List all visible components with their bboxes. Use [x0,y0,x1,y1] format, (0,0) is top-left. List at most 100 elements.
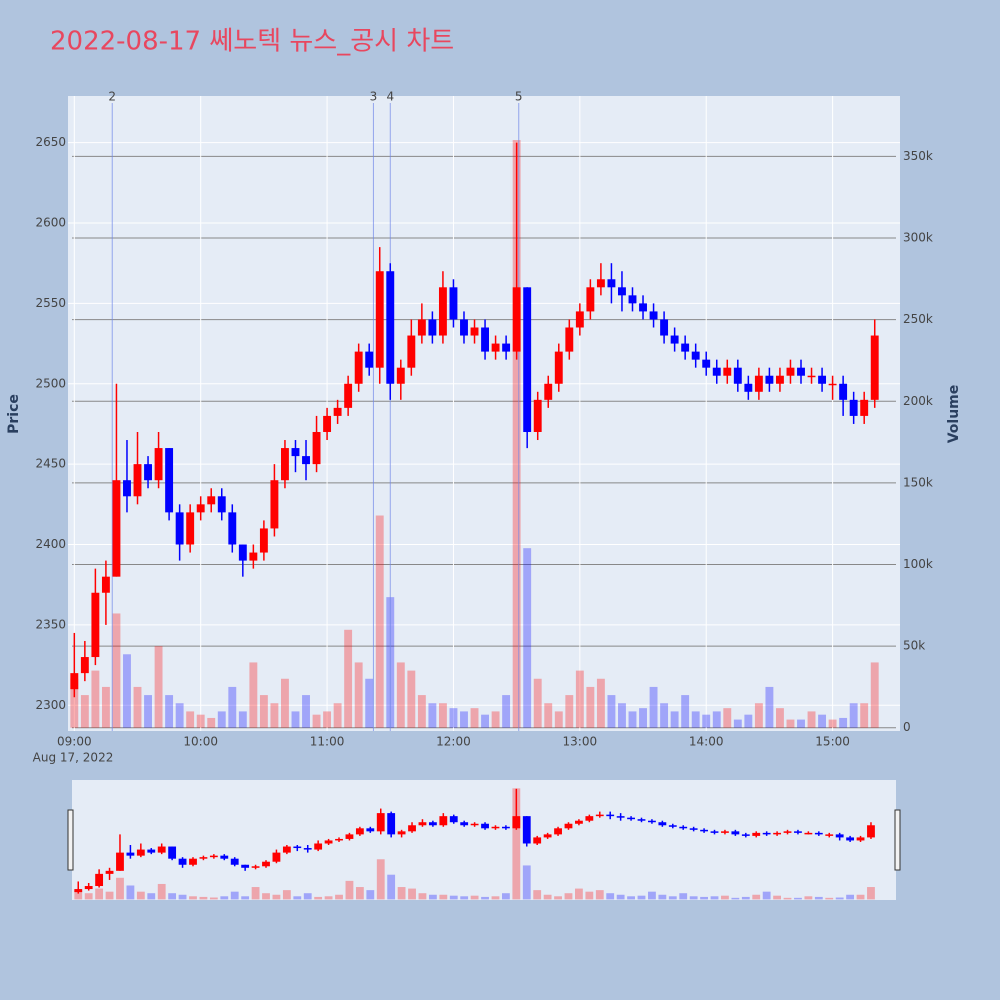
candle-body [618,287,626,296]
volume-bar-mini [209,897,218,900]
candle-body-mini [428,822,437,826]
volume-bar [733,719,742,728]
volume-bar [249,662,258,728]
candle-body-mini [293,846,302,849]
volume-bar [481,714,490,728]
candle-body [80,657,89,674]
candle-body-mini [856,837,865,841]
volume-bar [565,695,574,728]
candle-body [860,399,869,416]
candle-body-mini [157,846,166,853]
volume-bar-mini [554,896,562,900]
volume-bar [270,703,279,728]
volume-bar-mini [189,896,197,900]
volume-bar [375,515,384,728]
volume-bar [344,629,353,728]
volume-bar-mini [387,874,396,900]
volume-bar [154,646,163,728]
volume-layer [70,140,879,728]
volume-bar [681,695,690,728]
y-tick-label: 2350 [35,617,66,631]
candle-body-mini [241,864,250,868]
candle-body-mini [835,834,844,838]
candle-body-mini [721,831,729,833]
volume-bar [807,711,816,728]
volume-bar-mini [825,897,834,900]
candle-body [228,512,237,545]
y-tick-label: 2450 [35,457,66,471]
candle-body [523,287,532,432]
candle-body-mini [314,843,323,850]
candle-body-mini [376,813,385,832]
candle-body [554,351,563,384]
volume-bar-mini [105,891,114,900]
volume-bar-mini [616,894,625,900]
candle-body-mini [303,848,312,850]
volume-bar-mini [679,893,688,900]
volume-bar-mini [585,891,594,900]
candle-body [407,335,416,368]
candle-body-mini [575,820,583,824]
volume-bar-mini [543,894,552,900]
volume-bar [407,670,416,728]
candle-layer [70,142,879,698]
candle-body [312,431,321,465]
volume-bar-mini [794,897,802,900]
candle-body-mini [501,826,510,829]
candle-body-mini [74,889,83,893]
volume-bar-mini [303,893,312,900]
volume-bar-mini [397,887,406,900]
volume-bar [175,703,184,728]
volume-bar-mini [689,896,698,900]
chart-title: 2022-08-17 쎄노텍 뉴스_공시 차트 [50,27,454,57]
volume-bar [428,703,437,728]
candle-body-mini [335,838,343,841]
candle-body [144,464,152,481]
volume-bar-mini [168,893,177,900]
candle-body-mini [585,816,594,821]
volume-bar [470,708,479,728]
candle-body [365,351,374,368]
volume-bar-mini [428,894,437,900]
candle-body-mini [449,816,458,823]
volume-bar-mini [564,893,573,900]
volume-bar-mini [710,896,719,900]
candle-body [123,480,131,497]
range-handle-left[interactable] [67,809,74,871]
candle-body [596,279,605,288]
candle-body-mini [470,823,479,826]
candle-body-mini [595,814,604,817]
candle-body-mini [418,822,427,826]
volume-bar [607,695,616,728]
x-date-label: Aug 17, 2022 [33,751,114,765]
candle-body [386,271,395,384]
volume-bar [438,703,447,728]
y2-tick-label: 0 [903,720,911,734]
volume-bar-mini [418,893,427,900]
candle-body-mini [147,849,156,853]
volume-bar-mini [783,897,792,900]
news-label: 4 [386,90,394,104]
candle-body-mini [679,826,688,829]
candle-body [323,415,332,432]
volume-bar-mini [501,893,510,900]
range-slider[interactable] [72,780,896,900]
volume-bar-mini [335,894,343,900]
candle-body [302,456,310,465]
volume-bar [818,714,827,728]
volume-bar [702,714,711,728]
candle-body [165,448,174,513]
y-tick-label: 2650 [35,135,66,149]
candle-body [344,383,353,408]
volume-bar [512,140,521,728]
range-handle-right[interactable] [894,809,901,871]
candle-body [91,592,100,658]
candle-body-mini [168,846,177,859]
candle-body-mini [564,823,573,829]
candle-body [460,319,468,336]
candle-body-mini [773,832,782,835]
candle-body-mini [689,828,698,830]
volume-bar [312,714,321,728]
volume-bar-mini [481,896,489,900]
candle-body-mini [84,886,93,890]
